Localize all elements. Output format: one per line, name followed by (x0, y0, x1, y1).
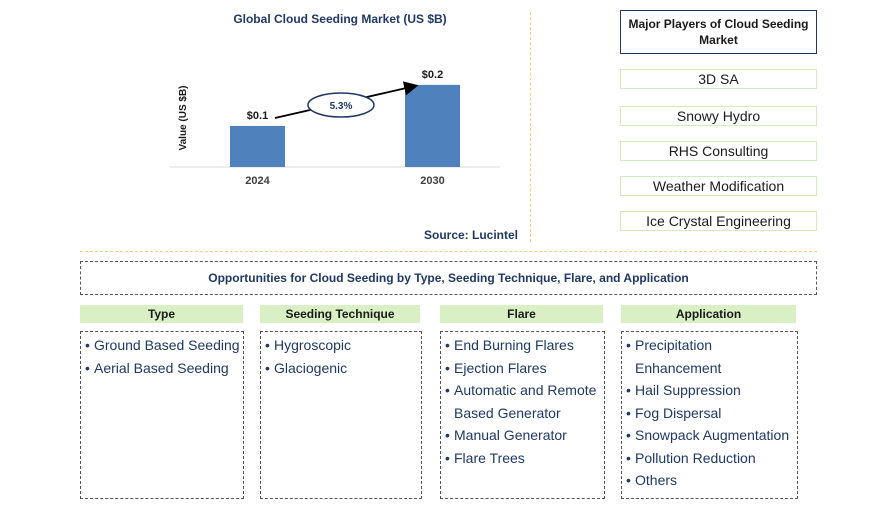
bar-chart: Value (US $B) $0.1 2024 $0.2 2030 5.3% (170, 69, 500, 187)
column-box-flare: End Burning FlaresEjection FlaresAutomat… (440, 331, 605, 499)
chart-title: Global Cloud Seeding Market (US $B) (233, 12, 447, 26)
column-box-type: Ground Based SeedingAerial Based Seeding (80, 331, 244, 499)
data-label-2030: $0.2 (422, 69, 443, 81)
horizontal-divider (80, 251, 817, 252)
list-item: Aerial Based Seeding (85, 357, 241, 380)
list-item: Automatic and Remote Based Generator (445, 379, 602, 424)
players-title: Major Players of Cloud Seeding Market (620, 10, 817, 54)
list-item: Flare Trees (445, 447, 602, 470)
bar-2030 (405, 84, 460, 167)
column-heading-seeding-technique: Seeding Technique (260, 305, 420, 323)
player-item: Weather Modification (620, 176, 817, 196)
list-item: Pollution Reduction (626, 447, 795, 470)
cagr-label: 5.3% (330, 101, 353, 112)
list-item: Ejection Flares (445, 357, 602, 380)
cagr-bubble (307, 92, 375, 118)
player-item: RHS Consulting (620, 141, 817, 161)
list-item: Glaciogenic (265, 357, 419, 380)
vertical-divider (530, 12, 531, 242)
list-item: Hygroscopic (265, 334, 419, 357)
list-item: Snowpack Augmentation (626, 424, 795, 447)
x-tick-label-2024: 2024 (245, 175, 270, 187)
list-item: Others (626, 469, 795, 492)
chart-source: Source: Lucintel (423, 228, 518, 242)
list-item: Ground Based Seeding (85, 334, 241, 357)
list-item: Fog Dispersal (626, 402, 795, 425)
column-heading-flare: Flare (440, 305, 603, 323)
player-item: 3D SA (620, 69, 817, 89)
opportunities-title: Opportunities for Cloud Seeding by Type,… (80, 261, 817, 295)
bar-2024 (230, 125, 285, 167)
column-heading-application: Application (621, 305, 796, 323)
list-item: Manual Generator (445, 424, 602, 447)
data-label-2024: $0.1 (247, 110, 268, 122)
column-heading-type: Type (80, 305, 243, 323)
list-item: Hail Suppression (626, 379, 795, 402)
list-item: Precipitation Enhancement (626, 334, 795, 379)
player-item: Ice Crystal Engineering (620, 211, 817, 231)
x-tick-label-2030: 2030 (420, 175, 444, 187)
column-box-application: Precipitation EnhancementHail Suppressio… (621, 331, 798, 499)
player-item: Snowy Hydro (620, 106, 817, 126)
list-item: End Burning Flares (445, 334, 602, 357)
y-axis-label: Value (US $B) (178, 85, 189, 150)
column-box-seeding-technique: HygroscopicGlaciogenic (260, 331, 422, 499)
